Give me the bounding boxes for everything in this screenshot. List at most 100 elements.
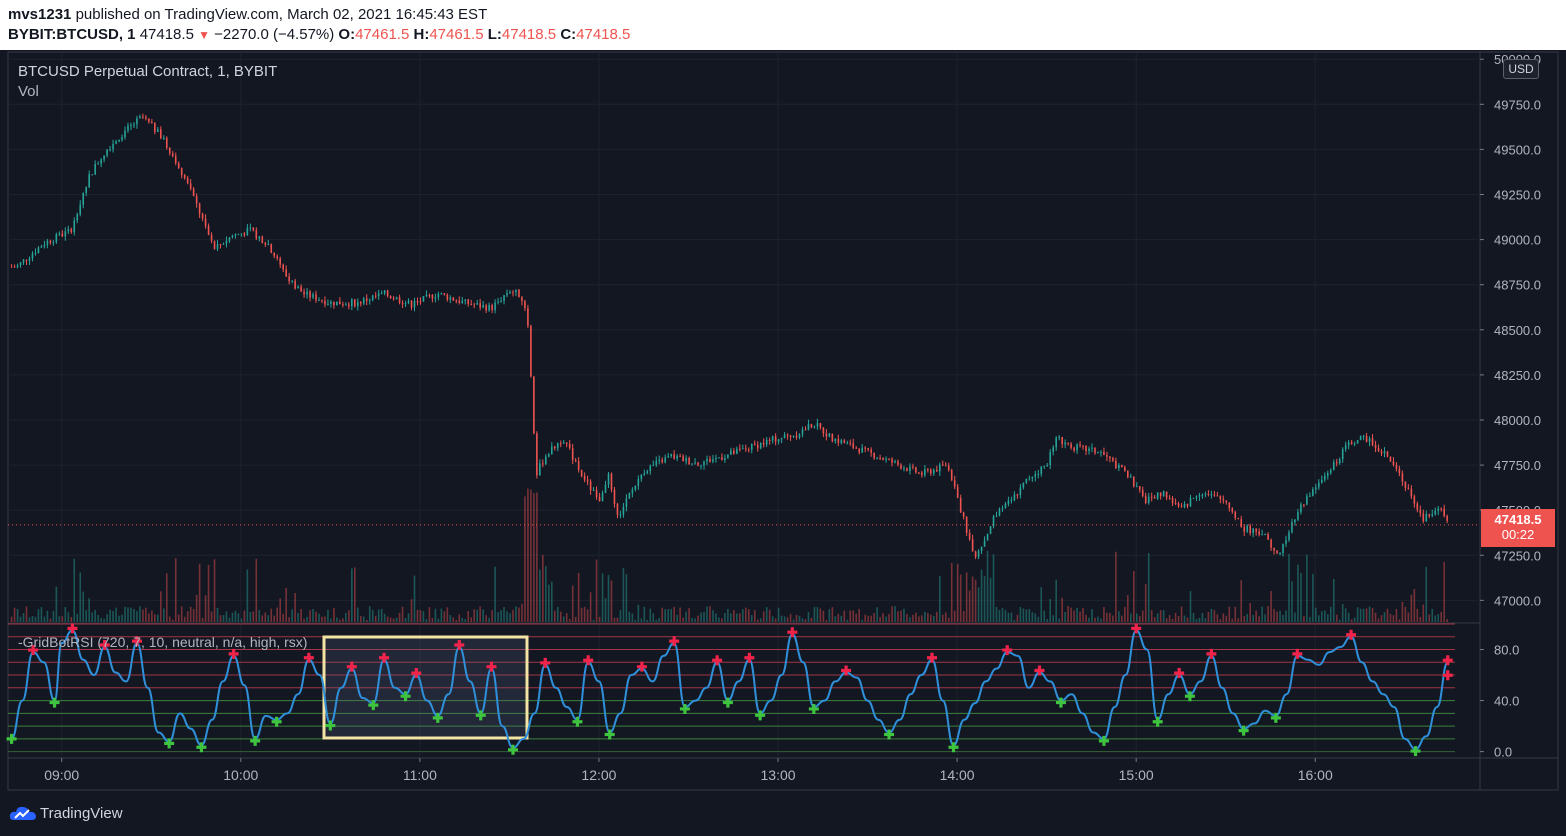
candle-body [282, 264, 284, 270]
candle-body [1398, 468, 1401, 474]
volume-bar [971, 576, 974, 622]
ohlc-line: BYBIT:BTCUSD, 1 47418.5 ▼ −2270.0 (−4.57… [8, 26, 630, 43]
candle-body [1138, 486, 1141, 490]
volume-bar [225, 611, 228, 622]
volume-bar [1413, 588, 1416, 622]
candle-body [1359, 436, 1362, 441]
candle-body [371, 295, 374, 300]
volume-bar [1231, 618, 1234, 622]
candle-body [598, 496, 601, 502]
candle-body [685, 457, 687, 462]
volume-bar [941, 614, 944, 622]
volume-bar [348, 610, 350, 622]
candle-body [461, 300, 464, 303]
candle-body [34, 252, 37, 254]
volume-bar [204, 595, 207, 622]
volume-bar [697, 615, 699, 622]
volume-bar [252, 611, 255, 622]
volume-bar [330, 618, 332, 622]
candle-body [861, 447, 863, 453]
candle-body [550, 446, 553, 455]
candle-body [998, 509, 1001, 516]
volume-bar [1127, 595, 1129, 622]
candle-body [476, 303, 478, 305]
price-tick-label: 47250.0 [1494, 548, 1541, 563]
sell-marker [131, 636, 142, 647]
candle-body [1371, 438, 1374, 445]
candle-body [879, 458, 881, 460]
indicator-legend[interactable]: -GridBotRSI (720, 7, 10, neutral, n/a, h… [18, 634, 308, 650]
candle-body [1255, 528, 1257, 532]
volume-bar [834, 616, 837, 622]
volume-bar [744, 607, 747, 622]
volume-bar [1401, 601, 1404, 622]
candle-body [491, 305, 493, 311]
volume-legend[interactable]: Vol [18, 83, 39, 100]
candle-body [165, 137, 168, 148]
brand-name[interactable]: TradingView [40, 805, 123, 822]
volume-bar [580, 607, 583, 622]
candle-body [936, 469, 938, 472]
author-name[interactable]: mvs1231 [8, 6, 72, 23]
candle-body [276, 256, 279, 259]
volume-bar [1210, 608, 1213, 622]
volume-bar [407, 613, 410, 622]
candle-body [1064, 442, 1066, 445]
currency-badge[interactable]: USD [1503, 59, 1539, 79]
candle-body [744, 448, 747, 450]
candle-body [1127, 470, 1129, 478]
volume-bar [383, 613, 386, 622]
buy-marker [604, 729, 615, 740]
buy-marker [755, 710, 766, 721]
candle-body [634, 485, 637, 490]
candle-body [1332, 462, 1335, 471]
candle-body [1094, 447, 1096, 454]
sell-marker [486, 661, 497, 672]
volume-bar [559, 611, 562, 622]
candle-body [1416, 503, 1419, 510]
volume-bar [1180, 606, 1183, 622]
volume-bar [312, 608, 314, 622]
volume-bar [434, 608, 437, 622]
volume-bar [1043, 610, 1046, 622]
candle-body [980, 546, 983, 552]
volume-bar [1285, 610, 1287, 622]
volume-bar [807, 612, 810, 622]
candle-body [1288, 532, 1290, 541]
volume-bar [846, 619, 849, 622]
candle-body [321, 300, 323, 302]
volume-bar [1022, 608, 1025, 622]
volume-bar [1177, 616, 1180, 622]
candle-body [467, 299, 470, 305]
volume-bar [813, 606, 816, 622]
candle-body [219, 244, 222, 246]
volume-bar [1297, 564, 1299, 622]
volume-bar [165, 573, 168, 622]
volume-bar [1010, 612, 1013, 622]
volume-bar [1347, 612, 1350, 622]
volume-bar [342, 618, 344, 622]
candle-body [515, 289, 517, 293]
time-tick-label: 13:00 [761, 767, 796, 783]
candle-body [1365, 435, 1368, 442]
volume-bar [742, 609, 744, 622]
volume-bar [395, 617, 398, 622]
candle-body [37, 247, 40, 253]
volume-bar [333, 607, 335, 622]
candle-body [995, 515, 998, 517]
time-tick-label: 16:00 [1298, 767, 1333, 783]
high-value: 47461.5 [429, 26, 484, 43]
candle-body [1440, 508, 1443, 510]
candle-body [380, 293, 383, 295]
volume-bar [548, 584, 550, 622]
candle-body [55, 234, 58, 242]
candle-body [750, 443, 753, 450]
volume-bar [527, 488, 529, 622]
volume-bar [162, 608, 165, 622]
chart-title[interactable]: BTCUSD Perpetual Contract, 1, BYBIT [18, 63, 278, 80]
candle-body [1428, 513, 1431, 516]
candle-body [1344, 445, 1347, 450]
candle-body [533, 376, 535, 434]
candle-body [1171, 497, 1174, 504]
